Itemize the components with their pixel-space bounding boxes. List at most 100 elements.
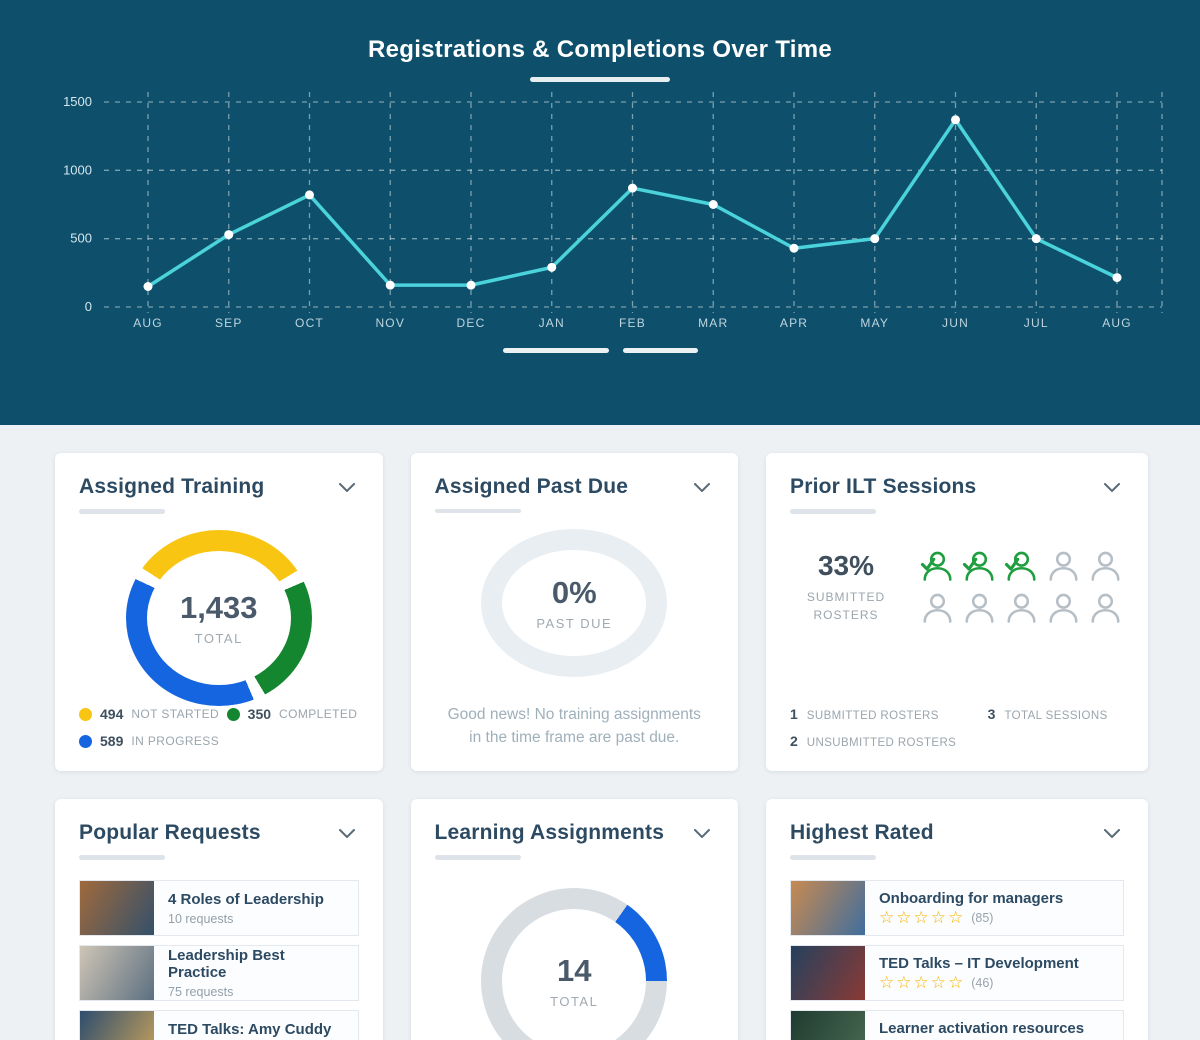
- card-title-underline: [79, 855, 165, 860]
- card-learning-assignments: Learning Assignments 14 TOTAL: [410, 799, 738, 1040]
- rating-count: (46): [971, 975, 994, 990]
- y-tick-label: 1000: [63, 162, 92, 177]
- course-thumbnail: [791, 946, 865, 1000]
- course-info: TED Talks – IT Development ☆☆☆☆☆ (46): [865, 955, 1093, 991]
- ilt-stat: 3 TOTAL SESSIONS: [988, 706, 1124, 722]
- course-info: Onboarding for managers ☆☆☆☆☆ (85): [865, 890, 1077, 926]
- chevron-down-icon[interactable]: [690, 479, 714, 496]
- y-tick-label: 500: [70, 231, 92, 246]
- legend-bar-completions[interactable]: [622, 348, 698, 353]
- rating-row: ☆☆☆☆☆ (85): [879, 909, 1063, 926]
- data-point: [708, 200, 718, 209]
- request-list-item[interactable]: TED Talks: Amy Cuddy25 requests: [79, 1010, 359, 1040]
- donut-learning-label: TOTAL: [550, 994, 599, 1009]
- person-icon: [1086, 590, 1122, 626]
- request-count: 10 requests: [168, 911, 234, 926]
- roster-people-icons: [918, 548, 1124, 626]
- card-title-underline: [790, 509, 876, 514]
- course-thumbnail: [80, 946, 154, 1000]
- legend-label: IN PROGRESS: [131, 734, 220, 748]
- donut-total-label: TOTAL: [194, 630, 243, 646]
- x-tick-label: DEC: [457, 316, 486, 330]
- chart-legend: [0, 348, 1200, 353]
- ilt-stat: 1 SUBMITTED ROSTERS: [790, 706, 988, 722]
- data-point: [870, 234, 880, 244]
- x-tick-label: MAR: [698, 316, 728, 330]
- legend-label: NOT STARTED: [131, 707, 220, 721]
- popular-requests-list: 4 Roles of Leadership 10 requests Leadersh…: [79, 880, 359, 1040]
- ilt-percent-block: 33% SUBMITTED ROSTERS: [790, 550, 902, 624]
- person-icon: [1002, 590, 1038, 626]
- legend-value: 589: [100, 733, 124, 749]
- course-info: 4 Roles of Leadership 10 requests: [154, 891, 338, 926]
- ilt-stat: 2 UNSUBMITTED ROSTERS: [790, 733, 988, 749]
- card-title-underline: [79, 509, 165, 514]
- rating-row: ☆☆☆☆☆ (46): [879, 974, 1079, 991]
- chart-title: Registrations & Completions Over Time: [367, 36, 833, 63]
- course-title: 4 Roles of Leadership: [168, 890, 324, 908]
- course-title: Onboarding for managers: [879, 890, 1064, 907]
- past-due-donut: 0% PAST DUE: [481, 528, 668, 677]
- donut-total-value: 1,433: [179, 589, 258, 625]
- person-icon: [918, 590, 954, 626]
- course-title: TED Talks: Amy Cuddy: [168, 1020, 332, 1038]
- request-list-item[interactable]: Leadership Best Practice 75 requests: [79, 945, 359, 1001]
- person-icon: [1086, 548, 1122, 584]
- legend-dot: [79, 734, 92, 748]
- x-tick-label: MAY: [860, 316, 889, 330]
- chevron-down-icon[interactable]: [1100, 479, 1124, 496]
- legend-bar-registrations[interactable]: [502, 348, 609, 353]
- x-tick-label: AUG: [1102, 316, 1132, 330]
- card-title-underline: [790, 855, 876, 860]
- course-thumbnail: [80, 1011, 154, 1040]
- x-tick-label: FEB: [619, 316, 646, 330]
- legend-label: COMPLETED: [279, 707, 358, 721]
- data-point: [1031, 234, 1041, 244]
- card-highest-rated: Highest Rated Onboarding for managers ☆☆☆…: [766, 799, 1148, 1040]
- stat-value: 3: [987, 706, 996, 722]
- course-title: TED Talks – IT Development: [879, 955, 1079, 972]
- card-popular-requests: Popular Requests 4 Roles of Leadership 10…: [55, 799, 383, 1040]
- card-title-underline: [434, 509, 521, 513]
- data-point: [789, 243, 799, 253]
- x-tick-label: JUL: [1024, 316, 1049, 330]
- ilt-percent-label: SUBMITTED ROSTERS: [806, 590, 886, 622]
- person-check-icon: [918, 548, 954, 584]
- card-title-learning-assignments: Learning Assignments: [434, 821, 665, 844]
- person-icon: [960, 590, 996, 626]
- card-assigned-past-due: Assigned Past Due 0% PAST DUE Good news!…: [410, 453, 738, 771]
- person-icon: [1044, 590, 1080, 626]
- star-rating-icons: ☆☆☆☆☆: [879, 908, 966, 927]
- assigned-training-donut: 1,433 TOTAL: [125, 529, 312, 706]
- card-title-popular-requests: Popular Requests: [79, 821, 261, 844]
- person-icon: [1044, 548, 1080, 584]
- rating-count: (85): [971, 910, 994, 925]
- request-list-item[interactable]: 4 Roles of Leadership 10 requests: [79, 880, 359, 936]
- dashboard-cards: Assigned Training 1,433 TOTAL 494 NOT STA…: [0, 425, 1200, 1040]
- card-title-highest-rated: Highest Rated: [790, 821, 934, 844]
- card-title-prior-ilt: Prior ILT Sessions: [790, 475, 977, 498]
- chevron-down-icon[interactable]: [335, 825, 359, 842]
- chevron-down-icon[interactable]: [1100, 825, 1124, 842]
- data-point: [143, 282, 153, 291]
- chevron-down-icon[interactable]: [335, 479, 359, 496]
- data-point: [1112, 273, 1122, 283]
- ilt-percent-value: 33%: [817, 550, 875, 581]
- legend-dot: [79, 707, 92, 721]
- x-tick-label: AUG: [133, 316, 163, 330]
- donut-learning-value: 14: [557, 953, 592, 988]
- stat-label: UNSUBMITTED ROSTERS: [806, 737, 957, 749]
- person-check-icon: [1002, 548, 1038, 584]
- person-check-icon: [960, 548, 996, 584]
- course-thumbnail: [791, 1011, 865, 1040]
- rated-list-item[interactable]: Onboarding for managers ☆☆☆☆☆ (85): [790, 880, 1124, 936]
- course-title: Leadership Best Practice: [168, 947, 285, 981]
- training-legend: 494 NOT STARTED 350 COMPLETED 589 IN PROGRESS: [79, 706, 359, 749]
- request-count: 75 requests: [168, 985, 234, 999]
- data-point: [305, 190, 314, 200]
- chevron-down-icon[interactable]: [690, 825, 714, 842]
- rated-list-item[interactable]: Learner activation resources☆☆☆☆☆(39): [790, 1010, 1124, 1040]
- rated-list-item[interactable]: TED Talks – IT Development ☆☆☆☆☆ (46): [790, 945, 1124, 1001]
- line-chart: 0 500 1000 1500 AUG SEP OCT NOV DEC JAN FEB MAR APR M…: [63, 92, 1163, 330]
- stat-label: TOTAL SESSIONS: [1004, 710, 1108, 722]
